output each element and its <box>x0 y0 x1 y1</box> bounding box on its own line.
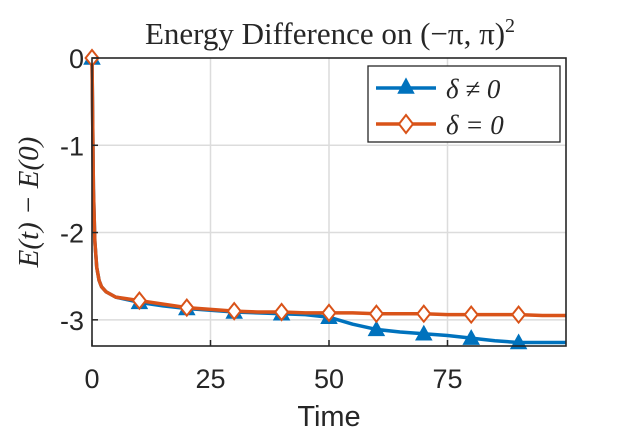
diamond-marker <box>179 297 195 318</box>
x-axis-title: Time <box>297 401 360 433</box>
y-axis-title: E(t) − E(0) <box>13 137 45 269</box>
legend-triangle-marker <box>397 77 415 94</box>
diamond-marker <box>226 301 242 321</box>
legend-label-series-1: δ ≠ 0 <box>446 74 501 104</box>
legend: δ ≠ 0 δ = 0 <box>367 65 561 143</box>
triangle-marker <box>509 333 528 350</box>
y-tick-label: 0 <box>69 44 84 74</box>
legend-diamond-marker <box>397 113 415 135</box>
diamond-marker <box>321 303 337 323</box>
diamond-marker <box>368 304 385 324</box>
y-tick-label: -3 <box>60 306 84 336</box>
legend-box <box>367 65 561 143</box>
chart-title: Energy Difference on (−π, π)2 <box>145 15 515 51</box>
series-line-2 <box>90 57 566 318</box>
diamond-marker <box>463 304 479 325</box>
triangle-marker <box>367 320 386 337</box>
triangle-marker <box>415 324 433 341</box>
x-tick-label: 0 <box>84 364 99 394</box>
x-tick-label: 50 <box>314 364 344 394</box>
x-tick-label: 75 <box>432 364 462 394</box>
legend-label-series-2: δ = 0 <box>446 110 504 140</box>
diamond-marker <box>273 302 290 322</box>
x-tick-label: 25 <box>195 364 225 394</box>
series-layer <box>83 48 566 350</box>
axis-ticks: 0 25 50 75 0 -1 -2 -3 <box>60 44 463 394</box>
diamond-marker <box>416 304 432 324</box>
triangle-marker <box>462 329 480 345</box>
y-tick-label: -1 <box>60 131 84 161</box>
diamond-marker <box>131 291 148 311</box>
y-tick-label: -2 <box>60 219 84 249</box>
diamond-marker <box>510 304 527 325</box>
